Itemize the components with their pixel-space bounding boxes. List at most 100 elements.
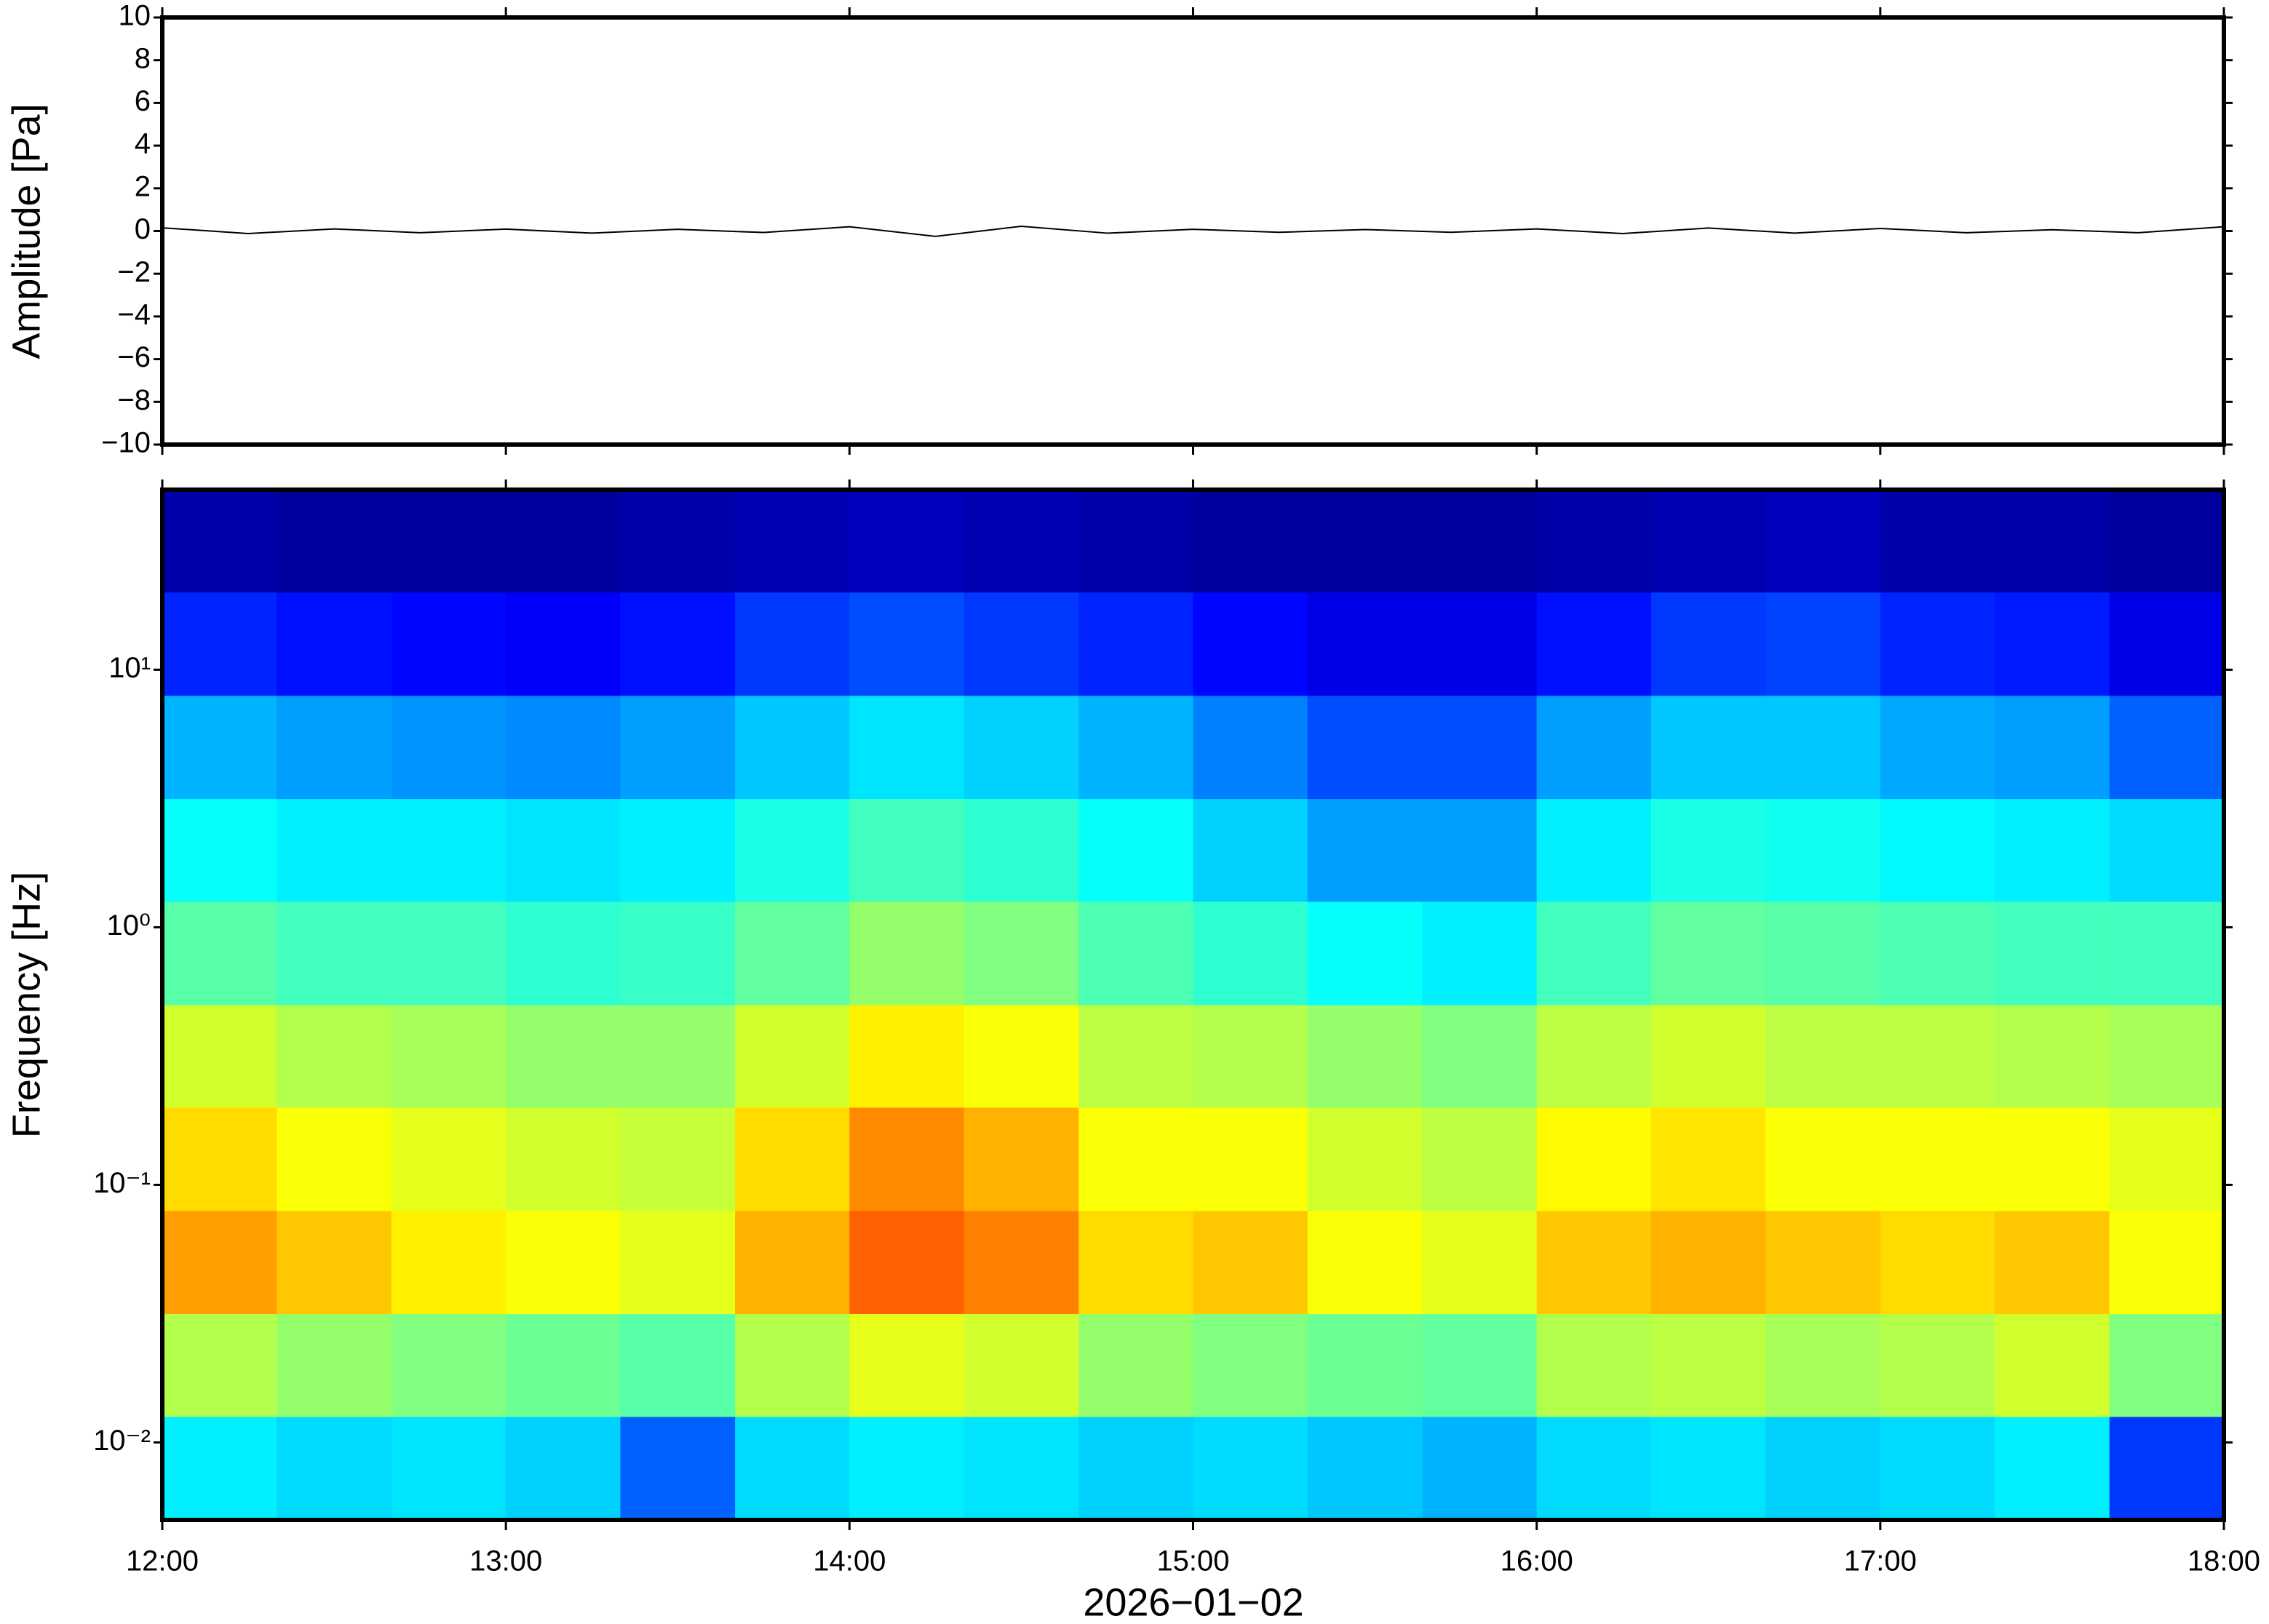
heatmap-cell [277, 1107, 392, 1211]
heatmap-cell [849, 592, 965, 696]
heatmap-cell [1422, 1210, 1538, 1315]
heatmap-cell [1650, 901, 1767, 1006]
heatmap-cell [1307, 1313, 1423, 1417]
heatmap-cell [506, 1005, 621, 1108]
heatmap-cell [849, 1416, 965, 1521]
heatmap-cell [1193, 1416, 1308, 1521]
heatmap-cell [735, 901, 850, 1006]
heatmap-cell [1995, 901, 2110, 1006]
heatmap-cell [2109, 1210, 2225, 1315]
heatmap-cell [1995, 1210, 2110, 1315]
heatmap-cell [620, 901, 736, 1006]
heatmap-cell [849, 695, 965, 800]
heatmap-cell [1650, 592, 1767, 696]
heatmap-cell [1422, 1005, 1538, 1108]
heatmap-cell [1765, 1416, 1881, 1521]
heatmap-cell [1078, 901, 1193, 1006]
heatmap-cell [277, 798, 392, 902]
heatmap-cell [963, 1005, 1079, 1108]
heatmap-cell [1307, 798, 1423, 902]
heatmap-cell [277, 490, 392, 593]
y-tick-label: 2 [135, 170, 151, 202]
heatmap-cell [1995, 798, 2110, 902]
heatmap-cell [1650, 1313, 1767, 1417]
heatmap-cell [1995, 1107, 2110, 1211]
heatmap-cell [1422, 1107, 1538, 1211]
heatmap-cell [162, 1107, 277, 1211]
x-tick-label: 16:00 [1501, 1545, 1573, 1577]
heatmap-cell [1536, 1313, 1652, 1417]
heatmap-cell [162, 1210, 277, 1315]
heatmap-cell [1880, 1313, 1995, 1417]
heatmap-cell [1880, 490, 1995, 593]
y-tick-label: 6 [135, 85, 151, 117]
heatmap-cell [506, 1107, 621, 1211]
heatmap-cell [735, 1313, 850, 1417]
y-tick-label: −6 [117, 341, 151, 373]
heatmap-cell [1650, 1107, 1767, 1211]
heatmap-cell [1193, 1210, 1308, 1315]
heatmap-cell [1536, 490, 1652, 593]
heatmap-cell [1995, 1313, 2110, 1417]
heatmap-cell [1193, 901, 1308, 1006]
heatmap-cell [162, 1313, 277, 1417]
heatmap-cell [1880, 1210, 1995, 1315]
heatmap-cell [735, 1005, 850, 1108]
heatmap-cell [849, 1210, 965, 1315]
y-tick-label: 8 [135, 42, 151, 74]
heatmap-cell [1880, 1005, 1995, 1108]
heatmap-cell [162, 490, 277, 593]
heatmap-cell [1536, 901, 1652, 1006]
heatmap-cell [620, 798, 736, 902]
y-tick-label: −10 [101, 427, 151, 459]
heatmap-cell [1536, 1107, 1652, 1211]
heatmap-cell [1536, 798, 1652, 902]
heatmap-cell [2109, 798, 2225, 902]
heatmap-cell [963, 695, 1079, 800]
heatmap-cell [2109, 901, 2225, 1006]
heatmap-cell [1536, 592, 1652, 696]
heatmap-cell [506, 1313, 621, 1417]
heatmap-cell [1193, 798, 1308, 902]
heatmap-cell [1880, 592, 1995, 696]
heatmap-cell [1995, 490, 2110, 593]
heatmap-cell [1765, 1005, 1881, 1108]
heatmap-cell [963, 490, 1079, 593]
x-tick-label: 15:00 [1156, 1545, 1229, 1577]
heatmap-cell [277, 1005, 392, 1108]
heatmap-cell [1880, 1107, 1995, 1211]
heatmap-cell [391, 695, 506, 800]
heatmap-cell [620, 1005, 736, 1108]
heatmap-cell [1765, 901, 1881, 1006]
heatmap-cell [849, 1005, 965, 1108]
heatmap-cell [735, 798, 850, 902]
heatmap-cell [1422, 695, 1538, 800]
heatmap-cell [277, 1210, 392, 1315]
heatmap-cell [162, 695, 277, 800]
y-tick-label: 10⁻² [93, 1425, 151, 1457]
heatmap-cell [277, 592, 392, 696]
heatmap-cell [1765, 1107, 1881, 1211]
heatmap-cell [277, 901, 392, 1006]
x-axis-label: 2026−01−02 [1083, 1580, 1303, 1624]
heatmap-cell [620, 1210, 736, 1315]
heatmap-cell [1536, 695, 1652, 800]
heatmap-cell [1193, 1107, 1308, 1211]
heatmap-cell [1078, 798, 1193, 902]
heatmap-cell [1995, 1005, 2110, 1108]
heatmap-cell [1193, 695, 1308, 800]
heatmap-cell [1650, 1005, 1767, 1108]
heatmap-cell [506, 592, 621, 696]
heatmap-cell [963, 901, 1079, 1006]
heatmap-cell [1995, 1416, 2110, 1521]
y-tick-label: 10¹ [108, 652, 151, 684]
heatmap-cell [391, 1210, 506, 1315]
heatmap-cell [735, 695, 850, 800]
heatmap-cell [1765, 798, 1881, 902]
heatmap-cell [849, 1313, 965, 1417]
heatmap-cell [735, 490, 850, 593]
heatmap-cell [162, 1005, 277, 1108]
heatmap-cell [1765, 1313, 1881, 1417]
heatmap-cell [963, 1210, 1079, 1315]
x-tick-label: 13:00 [469, 1545, 542, 1577]
